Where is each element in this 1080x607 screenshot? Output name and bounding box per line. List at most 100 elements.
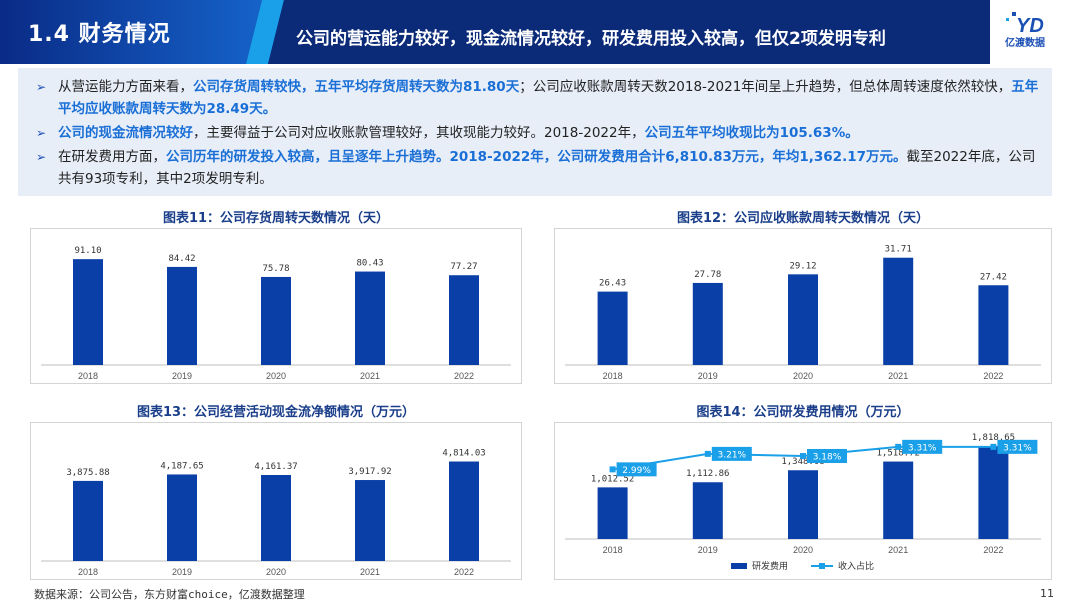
line-label-box: [616, 462, 657, 477]
x-tick-label: 2022: [983, 371, 1003, 381]
bar: [73, 480, 103, 561]
chart-inventory-days: 91.10 2018 84.42 2019 75.78 2020 80.43 2021 77.2…: [30, 228, 522, 384]
bar-data-label: 75.78: [262, 264, 289, 274]
bar-data-label: 4,161.37: [254, 462, 297, 472]
bar: [692, 482, 723, 539]
chart-title-inventory-days: 图表11：公司存货周转天数情况（天）: [162, 211, 390, 226]
bar: [261, 474, 291, 561]
x-tick-label: 2019: [698, 545, 718, 555]
page-headline: 公司的营运能力较好，现金流情况较好，研发费用投入较高，但仅2项发明专利: [296, 29, 886, 49]
line-point-marker: [895, 443, 902, 450]
line-point-marker: [704, 450, 711, 457]
bar: [167, 474, 197, 561]
summary-bullet-2: ➢ 公司的现金流情况较好，主要得益于公司对应收账款管理较好，其收现能力较好。20…: [36, 122, 1046, 144]
legend-bar-swatch: [731, 563, 747, 569]
x-tick-label: 2018: [78, 371, 98, 381]
summary-bullet-1: ➢ 从营运能力方面来看，公司存货周转较快，五年平均存货周转天数为81.80天；公…: [36, 76, 1046, 120]
bullet-text: 从营运能力方面来看，公司存货周转较快，五年平均存货周转天数为81.80天；公司应…: [36, 76, 1046, 120]
line-data-label: 3.21%: [718, 450, 747, 460]
bar: [73, 259, 103, 365]
chart-title-receivable-days: 图表12：公司应收账款周转天数情况（天）: [676, 211, 930, 226]
legend-label: 收入占比: [838, 560, 874, 572]
bullet-text: 在研发费用方面，公司历年的研发投入较高，且呈逐年上升趋势。2018-2022年，…: [36, 146, 1046, 190]
x-tick-label: 2020: [793, 371, 813, 381]
bullet-text-run: ，主要得益于公司对应收账款管理较好，其收现能力较好。2018-2022年，: [193, 125, 645, 141]
bar-data-label: 77.27: [450, 262, 477, 272]
bar-data-label: 1,012.52: [591, 474, 634, 484]
line-point-marker: [800, 452, 806, 459]
bar-data-label: 27.42: [980, 272, 1007, 282]
line-label-box: [807, 448, 847, 463]
bar: [449, 461, 479, 561]
legend-line-marker: [819, 563, 825, 569]
chart-operating-cashflow: 3,875.88 2018 4,187.65 2019 4,161.37 2020 3,91…: [30, 422, 522, 580]
data-source-note: 数据来源：公司公告，东方财富choice，亿渡数据整理: [34, 588, 305, 601]
bar-data-label: 84.42: [168, 254, 195, 264]
x-tick-label: 2019: [698, 371, 718, 381]
bar: [692, 282, 723, 365]
bar-data-label: 31.71: [885, 245, 912, 255]
page-number: 11: [1040, 587, 1054, 600]
x-tick-label: 2018: [78, 567, 98, 577]
bullet-text-run: ；公司应收账款周转天数2018-2021年间呈上升趋势，但总体周转速度依然较快，: [519, 79, 1012, 95]
line-data-label: 3.31%: [908, 443, 937, 453]
bar-data-label: 4,814.03: [442, 449, 485, 459]
bar-data-label: 4,187.65: [160, 461, 203, 471]
legend-label: 研发费用: [752, 560, 788, 572]
bar-data-label: 29.12: [789, 261, 816, 271]
bar: [883, 461, 914, 539]
bar: [978, 446, 1009, 539]
bar: [883, 257, 914, 365]
bullet-text-run: 截至2022年底，公司共有93项专利，其中2项发明专利。: [58, 149, 1036, 187]
line-point-marker: [990, 443, 997, 450]
chart-rd-expense: 1,012.52 2018 1,112.86 2019 1,348.08 2020 1,51…: [554, 422, 1052, 580]
bullet-text-run: 从营运能力方面来看，: [58, 79, 193, 95]
chart-title-rd-expense: 图表14：公司研发费用情况（万元）: [696, 405, 910, 420]
bar-data-label: 26.43: [599, 279, 626, 289]
x-tick-label: 2018: [603, 371, 623, 381]
bar-data-label: 91.10: [74, 246, 101, 256]
bar: [167, 266, 197, 365]
x-tick-label: 2021: [888, 371, 908, 381]
bar: [355, 271, 385, 365]
arrow-bullet-icon: ➢: [36, 126, 47, 140]
highlighted-text: 公司历年的研发投入较高，且呈逐年上升趋势。2018-2022年，公司研发费用合计…: [166, 149, 907, 165]
bar: [355, 480, 385, 561]
bar-data-label: 1,518.72: [877, 449, 920, 459]
x-tick-label: 2020: [266, 371, 286, 381]
highlighted-text: 公司五年平均收现比为105.63%。: [644, 125, 859, 141]
bar-data-label: 3,917.92: [348, 467, 391, 477]
line-data-label: 3.18%: [813, 452, 842, 462]
section-title: 1.4 财务情况: [28, 22, 171, 47]
x-tick-label: 2022: [454, 371, 474, 381]
x-tick-label: 2022: [454, 567, 474, 577]
highlighted-text: 公司存货周转较快，五年平均存货周转天数为81.80天: [193, 79, 520, 95]
bar-data-label: 1,348.08: [781, 457, 824, 467]
summary-bullet-3: ➢ 在研发费用方面，公司历年的研发投入较高，且呈逐年上升趋势。2018-2022…: [36, 146, 1046, 190]
line-label-box: [902, 439, 943, 454]
line-label-box: [711, 446, 752, 461]
bar: [978, 285, 1009, 365]
bar-data-label: 80.43: [356, 259, 383, 269]
x-tick-label: 2021: [360, 567, 380, 577]
highlighted-text: 五年平均应收账款周转天数为28.49天。: [58, 79, 1039, 117]
highlighted-text: 公司的现金流情况较好: [58, 125, 193, 141]
summary-box: ➢ 从营运能力方面来看，公司存货周转较快，五年平均存货周转天数为81.80天；公…: [18, 68, 1052, 196]
bar: [449, 275, 479, 365]
x-tick-label: 2021: [360, 371, 380, 381]
line-label-box: [997, 439, 1038, 454]
x-tick-label: 2020: [266, 567, 286, 577]
bar: [788, 470, 818, 539]
bar-data-label: 1,818.65: [972, 433, 1015, 443]
x-tick-label: 2020: [793, 545, 813, 555]
x-tick-label: 2019: [172, 371, 192, 381]
line-data-label: 2.99%: [622, 466, 651, 476]
x-tick-label: 2022: [983, 545, 1003, 555]
svg-text:YD: YD: [1016, 15, 1044, 37]
bar-data-label: 27.78: [694, 270, 721, 280]
arrow-bullet-icon: ➢: [36, 80, 47, 94]
line-data-label: 3.31%: [1003, 443, 1032, 453]
logo-wordmark: 亿渡数据: [1005, 38, 1045, 49]
header-background: [0, 0, 1080, 64]
header: 1.4 财务情况 公司的营运能力较好，现金流情况较好，研发费用投入较高，但仅2项…: [0, 0, 1080, 64]
